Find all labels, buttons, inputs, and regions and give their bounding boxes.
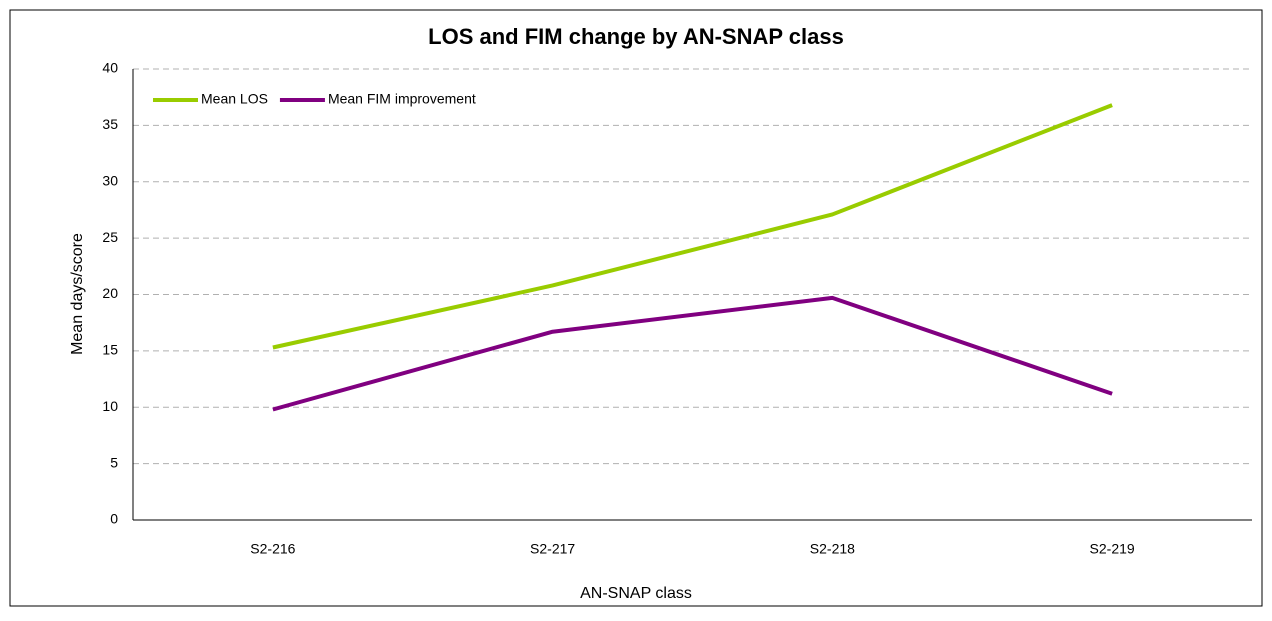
x-tick-label: S2-216	[250, 541, 295, 557]
y-tick-label: 30	[102, 172, 118, 188]
y-tick-label: 10	[102, 398, 118, 414]
chart-frame	[9, 9, 1263, 607]
y-axis-label: Mean days/score	[69, 233, 86, 355]
y-tick-label: 25	[102, 229, 118, 245]
legend-label: Mean LOS	[201, 91, 268, 107]
x-tick-label: S2-219	[1090, 541, 1135, 557]
y-tick-label: 35	[102, 116, 118, 132]
x-tick-label: S2-218	[810, 541, 855, 557]
y-tick-label: 0	[110, 511, 118, 527]
series-line	[272, 295, 1113, 412]
x-axis-label: AN-SNAP class	[580, 585, 692, 602]
y-tick-label: 20	[102, 285, 118, 301]
y-tick-label: 40	[102, 60, 118, 76]
chart-title: LOS and FIM change by AN-SNAP class	[428, 24, 844, 49]
y-tick-label: 15	[102, 342, 118, 358]
y-tick-label: 5	[110, 454, 118, 470]
x-tick-label: S2-217	[530, 541, 575, 557]
legend-label: Mean FIM improvement	[328, 91, 476, 107]
series-line	[272, 103, 1113, 350]
